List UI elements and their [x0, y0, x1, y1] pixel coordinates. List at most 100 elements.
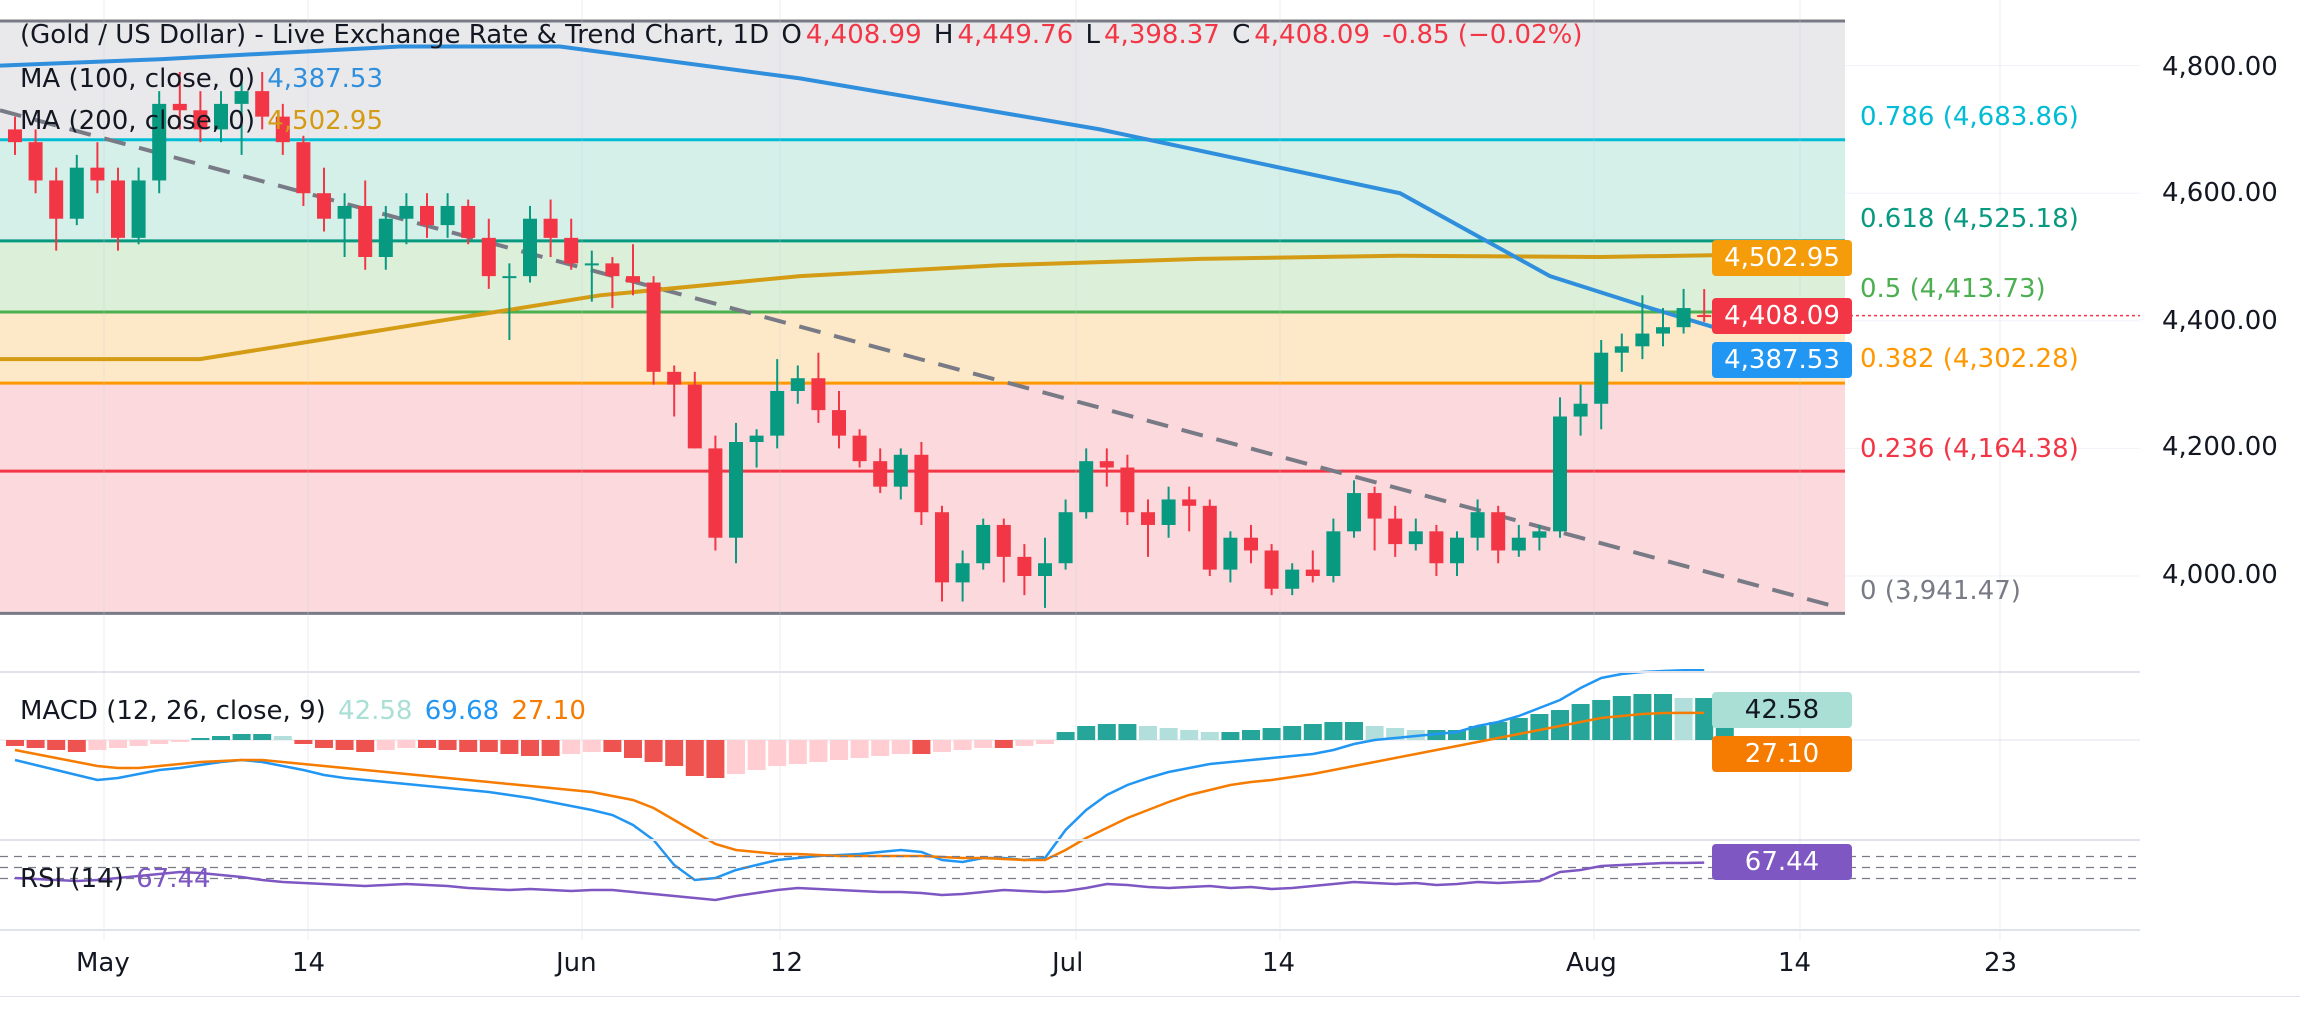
ma200-label: MA (200, close, 0)	[20, 106, 255, 136]
candle-body	[317, 193, 331, 219]
candle-body	[873, 461, 888, 487]
x-tick-label: 14	[1262, 948, 1296, 978]
macd-histogram-bar	[706, 740, 725, 778]
candle-body	[1305, 569, 1320, 576]
macd-histogram-bar	[603, 740, 622, 752]
fib-zone-top	[0, 20, 1845, 140]
candle-body	[8, 129, 22, 143]
macd-histogram-bar	[562, 740, 581, 754]
candle-body	[1141, 512, 1155, 525]
macd-histogram-bar	[150, 740, 169, 744]
macd-histogram-bar	[294, 740, 313, 744]
macd-histogram-bar	[871, 740, 890, 756]
candle-body	[440, 205, 455, 226]
y-tick-label: 4,600.00	[2162, 178, 2278, 208]
macd-histogram-bar	[170, 740, 189, 742]
change-value: -0.85 (−0.02%)	[1382, 20, 1583, 50]
candle-body	[626, 276, 640, 283]
candle-body	[687, 384, 702, 449]
candle-body	[543, 218, 558, 238]
fib-label-05: 0.5 (4,413.73)	[1860, 274, 2046, 304]
candle-body	[255, 91, 270, 117]
macd-signal-price-label: 27.10	[1712, 736, 1852, 772]
ma100-legend[interactable]: MA (100, close, 0) 4,387.53	[20, 64, 387, 94]
candle-body	[955, 563, 970, 583]
macd-histogram-bar	[974, 740, 993, 748]
candle-body	[1450, 537, 1464, 564]
macd-histogram-bar	[1468, 726, 1487, 740]
macd-hist-value: 42.58	[338, 696, 413, 726]
candle-body	[1532, 531, 1547, 538]
candle-body	[1038, 563, 1052, 576]
candle-body	[481, 237, 496, 277]
rsi-legend[interactable]: RSI (14) 67.44	[20, 864, 215, 894]
fib-label-0: 0 (3,941.47)	[1860, 576, 2021, 606]
candle-body	[502, 276, 517, 279]
ma200-legend[interactable]: MA (200, close, 0) 4,502.95	[20, 106, 387, 136]
macd-histogram-bar	[438, 740, 457, 750]
candle-body	[1388, 518, 1403, 545]
candle-body	[729, 442, 743, 538]
macd-histogram-bar	[1448, 730, 1466, 740]
macd-histogram-bar	[665, 740, 684, 766]
macd-histogram-bar	[891, 740, 910, 754]
macd-histogram-bar	[129, 740, 148, 746]
candle-body	[1408, 531, 1423, 545]
macd-histogram-bar	[1036, 740, 1054, 744]
pane-separators	[0, 671, 2140, 931]
macd-histogram-bar	[356, 740, 375, 752]
candle-body	[1099, 461, 1114, 468]
candle-body	[152, 103, 167, 181]
macd-line-value: 69.68	[424, 696, 500, 726]
macd-histogram-bar	[1097, 724, 1116, 740]
macd-histogram-bar	[521, 740, 539, 756]
fib-label-0786: 0.786 (4,683.86)	[1860, 102, 2079, 132]
candle-body	[214, 103, 228, 130]
candle-body	[852, 435, 867, 462]
macd-histogram-bar	[933, 740, 951, 752]
rsi-value: 67.44	[136, 864, 211, 894]
ma100-price-label: 4,387.53	[1712, 342, 1852, 378]
candle-body	[461, 205, 476, 238]
candle-body	[1470, 512, 1485, 538]
candle-body	[1347, 493, 1361, 532]
macd-histogram-bar	[994, 740, 1013, 748]
candle-body	[337, 205, 352, 219]
rsi-price-label: 67.44	[1712, 844, 1852, 880]
candle-body	[708, 448, 723, 538]
candle-body	[296, 142, 311, 194]
macd-histogram-bar	[1530, 714, 1549, 740]
candle-body	[1594, 352, 1609, 404]
macd-histogram-bar	[1654, 694, 1672, 740]
macd-histogram-bar	[788, 740, 807, 764]
macd-histogram-bar	[376, 740, 395, 750]
candle-body	[564, 237, 579, 264]
macd-histogram-bar	[1077, 726, 1096, 740]
macd-histogram-bar	[1674, 698, 1693, 740]
candle-body	[1553, 416, 1567, 532]
candle-body	[420, 205, 434, 226]
macd-histogram-bar	[1180, 730, 1199, 740]
candle-body	[1264, 550, 1279, 589]
fib-label-0236: 0.236 (4,164.38)	[1860, 434, 2079, 464]
ma100-value: 4,387.53	[267, 64, 384, 94]
macd-histogram-bar	[541, 740, 560, 756]
x-tick-label: Jul	[1052, 948, 1084, 978]
macd-legend[interactable]: MACD (12, 26, close, 9) 42.58 69.68 27.1…	[20, 696, 590, 726]
trendline	[0, 108, 1841, 610]
macd-histogram-bar	[747, 740, 766, 770]
candle-body	[914, 454, 929, 513]
macd-histogram-bar	[88, 740, 107, 750]
candle-body	[1511, 537, 1526, 551]
macd-histogram-bar	[397, 740, 416, 748]
candle-body	[275, 116, 290, 143]
candle-body	[584, 263, 599, 266]
close-value: 4,408.09	[1254, 20, 1370, 50]
candle-body	[1635, 333, 1650, 347]
macd-histogram-bar	[253, 734, 272, 740]
fib-label-0382: 0.382 (4,302.28)	[1860, 344, 2079, 374]
macd-histogram-bar	[500, 740, 519, 754]
footer-bar	[0, 996, 2300, 1031]
candle-body	[1285, 569, 1300, 589]
